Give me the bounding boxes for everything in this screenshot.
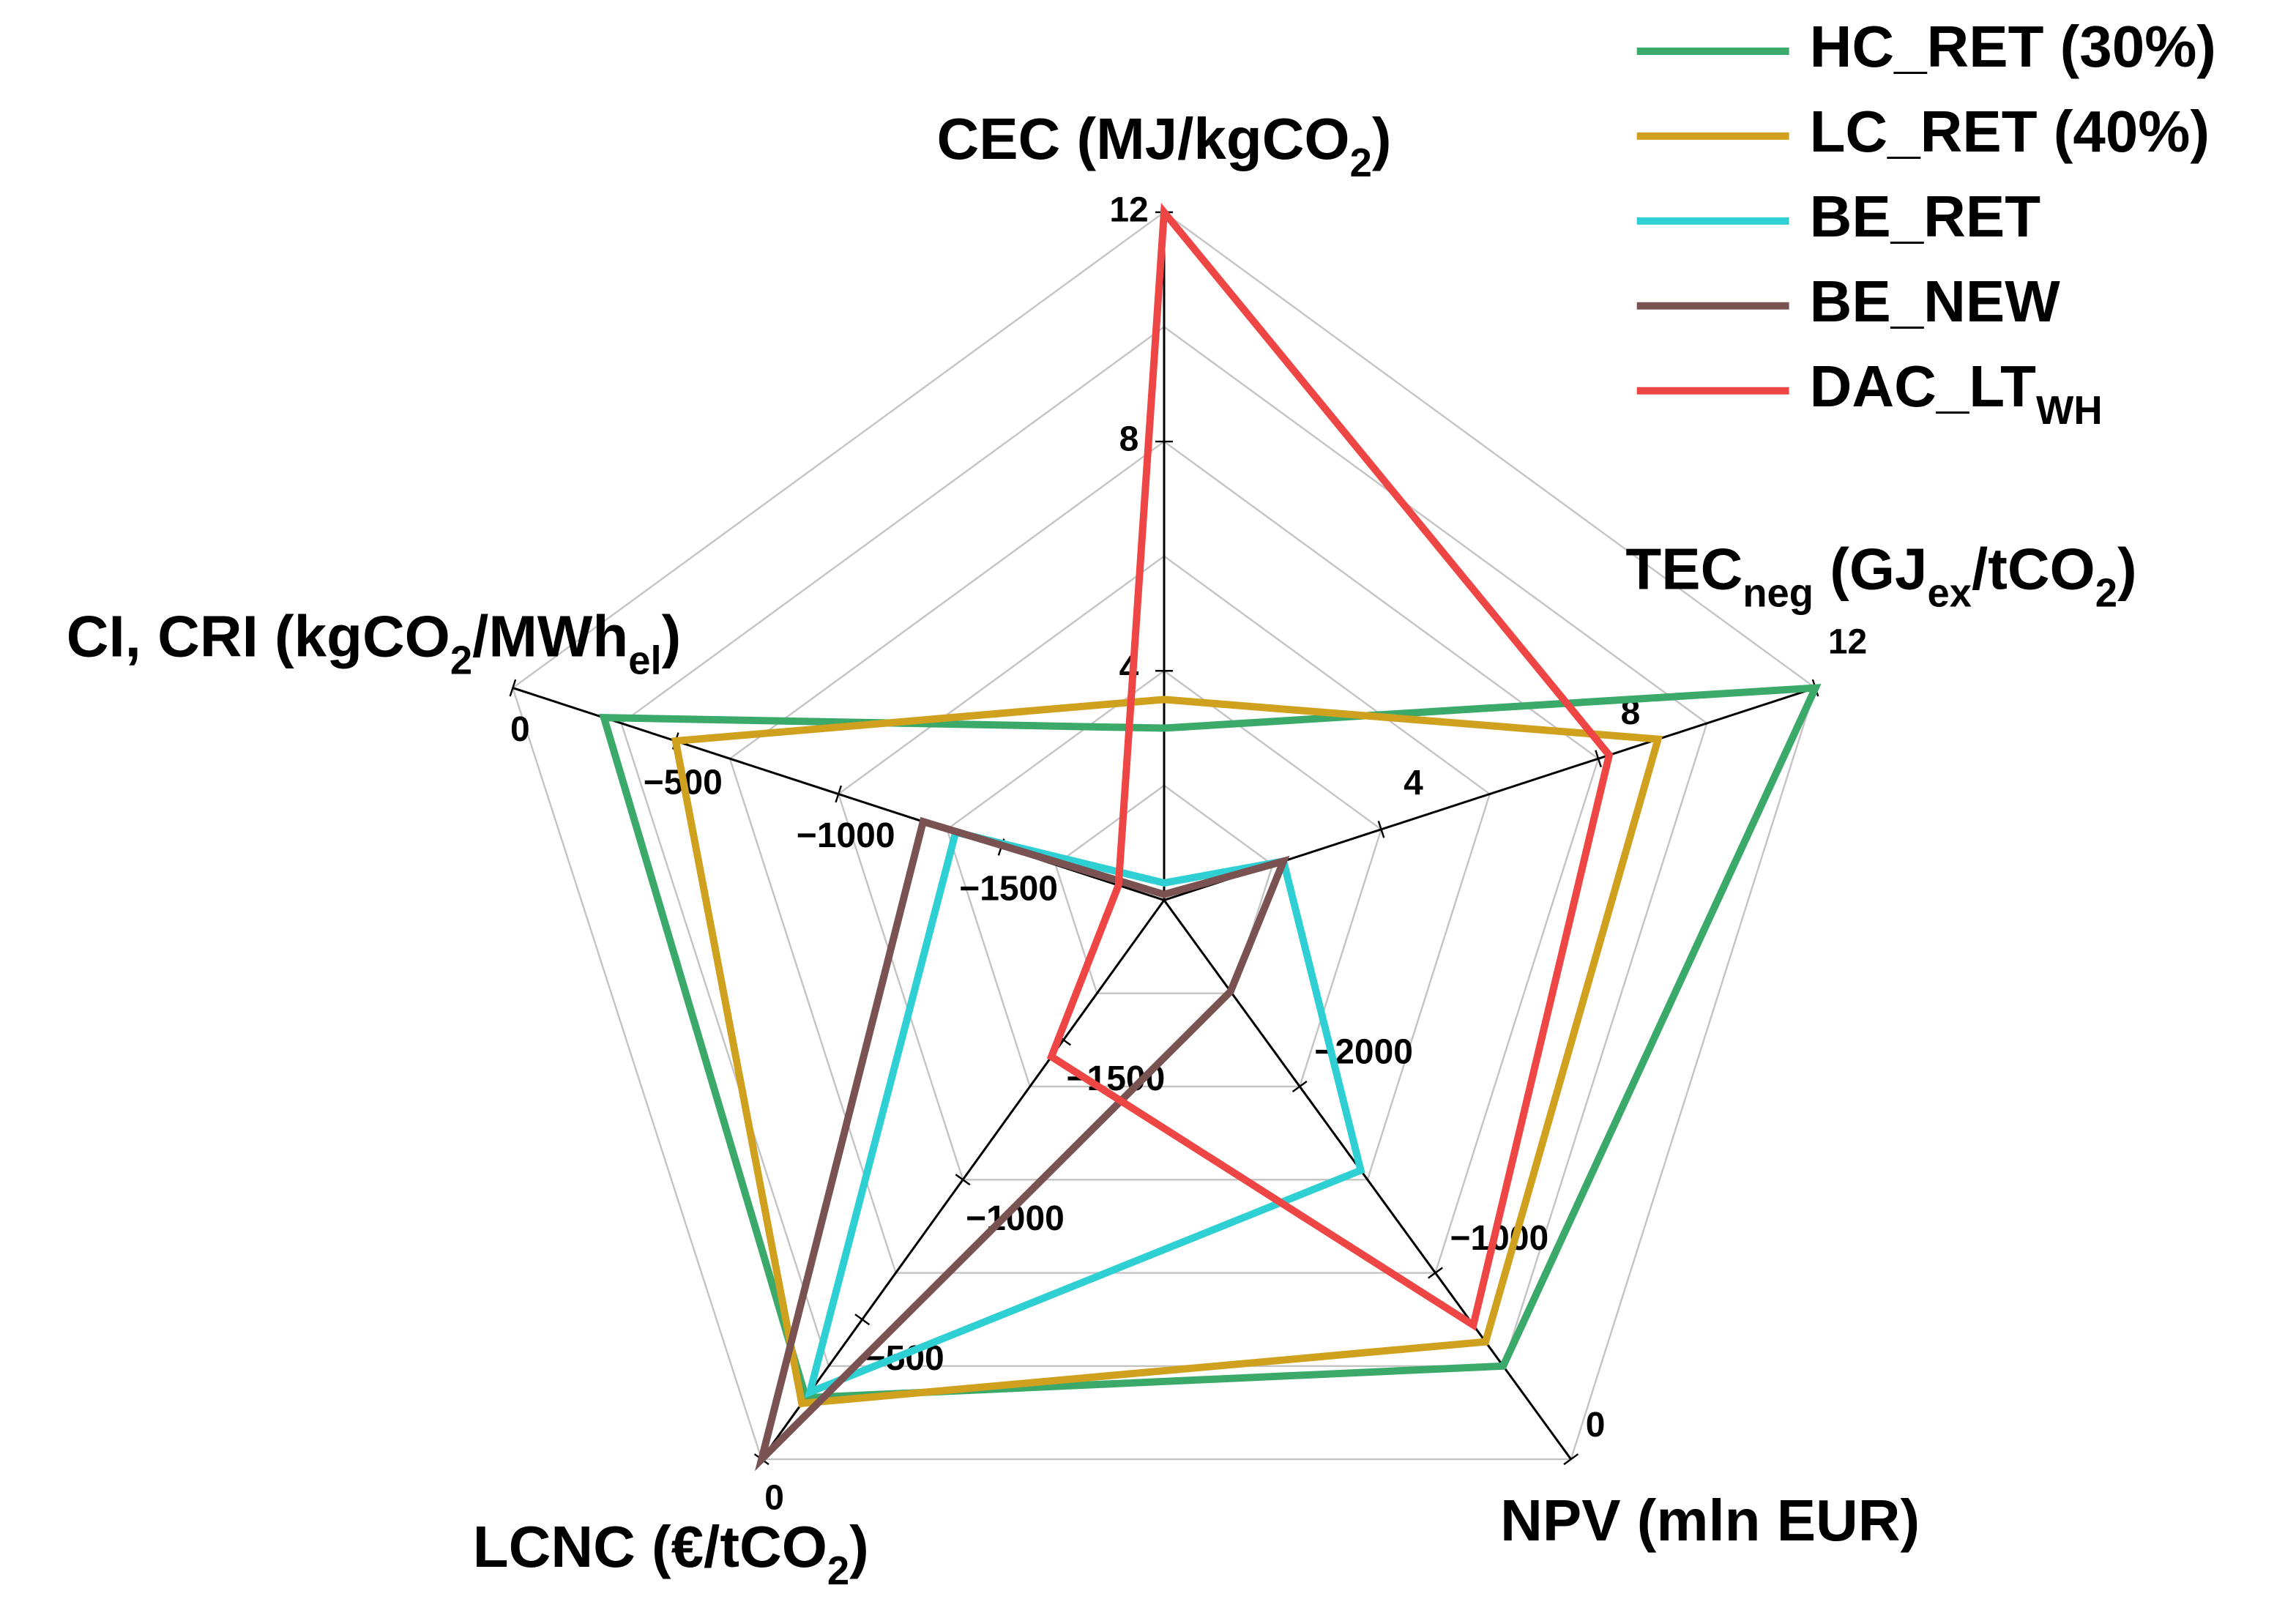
axis-title-part: ) [1372,106,1392,171]
axis-title-part: CI, CRI (kgCO [67,604,450,669]
axis-title: CEC (MJ/kgCO2) [936,106,1391,185]
tick-mark [1563,1453,1579,1466]
tick-label: 0 [510,710,530,749]
tick-mark [1292,1080,1308,1093]
axis-title-part: /tCO [1972,537,2095,602]
axis-title: LCNC (€/tCO2) [473,1514,869,1593]
legend-label-part: DAC_LT [1810,354,2036,419]
legend-label: HC_RET (30%) [1810,14,2216,79]
legend-label: BE_RET [1810,184,2040,249]
tick-label: 12 [1828,622,1867,661]
legend-label-part: BE_NEW [1810,269,2061,334]
tick-mark [1595,750,1602,767]
axis-title-part: 2 [2095,571,2117,616]
grid-ring [946,669,1382,1088]
tick-mark [835,785,843,803]
axis-title-part: 2 [450,638,472,682]
series-polygon [804,827,1365,1398]
tick-mark [509,679,517,697]
axis-title-part: el [628,638,661,682]
series-polygon [599,684,1822,1402]
tick-label: −1500 [959,870,1058,909]
axis-title-part: ex [1928,571,1972,616]
tick-mark [1428,1267,1443,1279]
tick-mark [1377,821,1385,838]
series-polygon [1046,202,1614,1331]
axis-title-part: ) [2117,537,2137,602]
tick-mark [854,1313,871,1326]
legend-label-part: HC_RET (30%) [1810,14,2216,79]
series-polygon [754,816,1290,1472]
axis-title-part: TEC [1625,537,1742,602]
axis-title-part: ) [662,604,682,669]
legend-label-part: WH [2036,388,2103,433]
axis-title-part: NPV (mln EUR) [1500,1488,1920,1553]
tick-label: −1000 [797,816,895,855]
legend-label: LC_RET (40%) [1810,99,2210,164]
legend-label: DAC_LTWH [1810,354,2103,433]
grid-ring [620,325,1708,1368]
axis-title-part: ) [849,1514,869,1579]
tick-mark [955,1174,971,1186]
axis-title-part: 2 [1350,141,1372,185]
tick-label: 8 [1119,420,1139,459]
tick-label: 4 [1404,764,1423,803]
axis-title-part: LCNC (€/tCO [473,1514,827,1579]
grid-ring [1054,784,1274,994]
axis-title-part: 2 [827,1548,849,1593]
axis-title: TECneg (GJex/tCO2) [1625,537,2136,616]
legend-label-part: BE_RET [1810,184,2040,249]
legend-label-part: LC_RET (40%) [1810,99,2210,164]
axis-title-part: CEC (MJ/kgCO [936,106,1349,171]
tick-label: 0 [764,1479,784,1518]
axis-title-part: /MWh [472,604,628,669]
axis-title: NPV (mln EUR) [1500,1488,1920,1553]
tick-label: 0 [1586,1406,1606,1445]
series-polygon [671,696,1663,1408]
grid-ring [511,211,1816,1461]
axis-title-part: (GJ [1814,537,1928,602]
legend-label: BE_NEW [1810,269,2061,334]
grid-ring [837,555,1491,1181]
axis-title: CI, CRI (kgCO2/MWhel) [67,604,682,683]
tick-label: 12 [1109,191,1148,230]
axis-title-part: neg [1742,571,1814,616]
